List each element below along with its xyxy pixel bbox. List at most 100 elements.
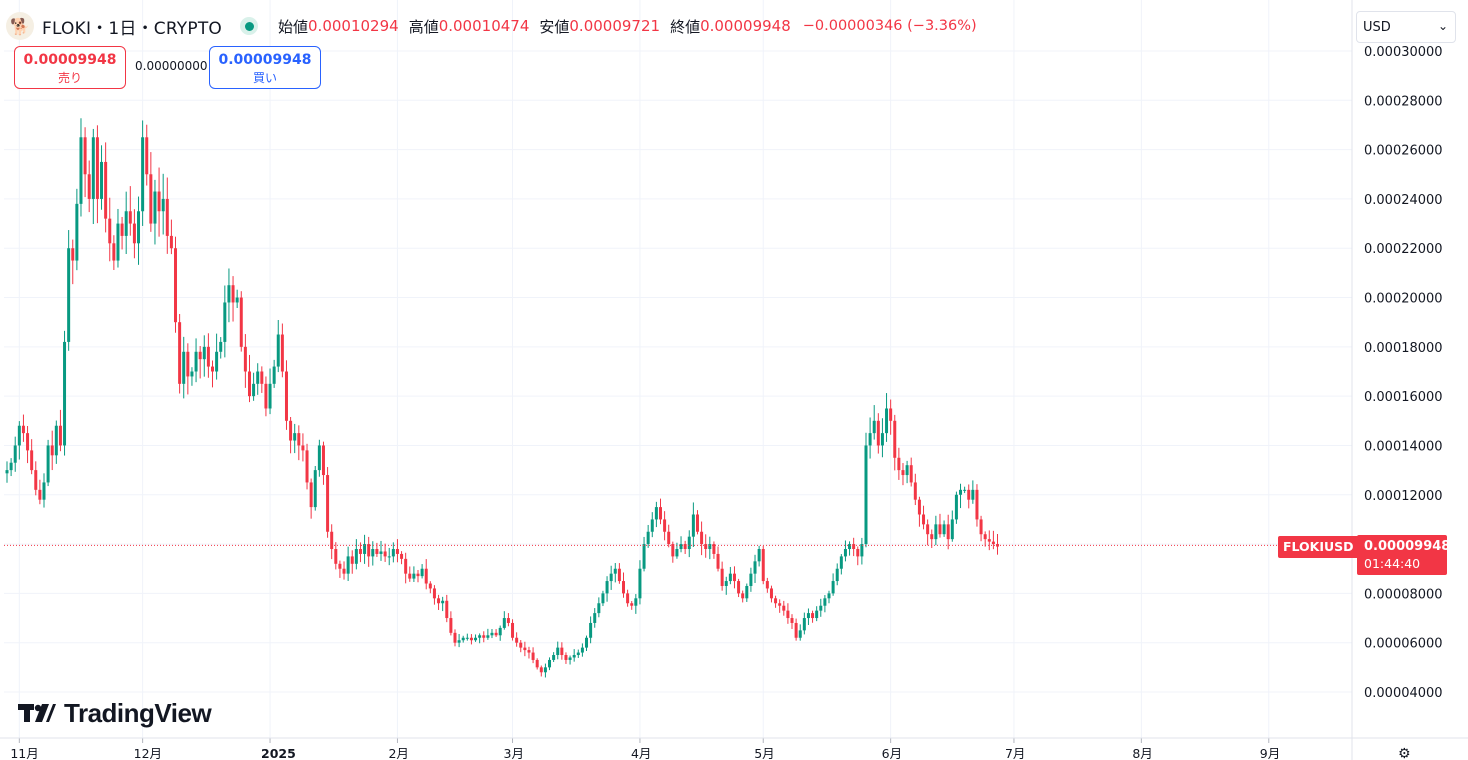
candle-body bbox=[9, 462, 13, 471]
candle-body bbox=[802, 618, 806, 631]
candle-body bbox=[437, 598, 441, 604]
candle-body bbox=[235, 297, 239, 303]
candle-body bbox=[852, 544, 856, 550]
candle-body bbox=[519, 642, 523, 648]
candle-body bbox=[482, 635, 486, 638]
bar-countdown: 01:44:40 bbox=[1364, 556, 1421, 571]
candle-body bbox=[741, 593, 745, 599]
candle-body bbox=[363, 544, 367, 554]
candle-body bbox=[408, 573, 412, 579]
candle-body bbox=[642, 544, 646, 569]
candle-body bbox=[137, 211, 141, 244]
high-label: 高値 bbox=[408, 17, 439, 36]
x-tick-label: 8月 bbox=[1132, 746, 1152, 760]
candle-body bbox=[638, 568, 642, 599]
candle-body bbox=[946, 524, 950, 540]
candle-body bbox=[157, 191, 161, 212]
candle-body bbox=[712, 544, 716, 554]
symbol-title[interactable]: FLOKI・1日・CRYPTO bbox=[42, 18, 222, 39]
candle-body bbox=[272, 366, 276, 384]
candle-body bbox=[432, 588, 436, 599]
candle-body bbox=[498, 627, 502, 636]
candle-body bbox=[67, 248, 71, 342]
floki-logo-icon[interactable]: 🐕 bbox=[6, 12, 34, 40]
candle-body bbox=[963, 489, 967, 491]
candle-body bbox=[556, 647, 560, 656]
candle-body bbox=[453, 632, 457, 643]
low-value: 0.00009721 bbox=[569, 17, 661, 35]
candle-body bbox=[231, 285, 235, 303]
candle-body bbox=[211, 366, 214, 372]
close-value: 0.00009948 bbox=[700, 17, 791, 35]
buy-label: 買い bbox=[252, 71, 277, 85]
candle-body bbox=[934, 524, 938, 540]
candle-body bbox=[293, 433, 297, 441]
candle-body bbox=[375, 549, 379, 554]
candle-body bbox=[252, 383, 256, 397]
candle-body bbox=[560, 647, 564, 656]
candle-body bbox=[449, 618, 453, 633]
candle-body bbox=[461, 637, 465, 641]
gear-icon[interactable]: ⚙ bbox=[1398, 746, 1411, 760]
candle-body bbox=[174, 248, 178, 323]
candle-body bbox=[198, 351, 202, 360]
candle-body bbox=[658, 507, 662, 520]
candle-body bbox=[876, 420, 880, 446]
candle-body bbox=[91, 137, 95, 199]
candle-body bbox=[975, 489, 979, 520]
candle-body bbox=[815, 610, 819, 619]
candle-body bbox=[165, 198, 169, 236]
candle-body bbox=[552, 655, 556, 660]
candle-body bbox=[428, 583, 432, 589]
buy-button[interactable]: 0.00009948 買い bbox=[209, 46, 321, 89]
candle-body bbox=[474, 637, 478, 641]
y-tick-label: 0.00018000 bbox=[1364, 341, 1443, 356]
candle-body bbox=[395, 549, 399, 554]
candle-body bbox=[950, 519, 954, 540]
candle-body bbox=[757, 549, 761, 562]
candle-body bbox=[100, 161, 104, 199]
candle-body bbox=[424, 568, 428, 584]
candle-body bbox=[371, 549, 375, 557]
chevron-down-icon: ⌄ bbox=[1437, 19, 1448, 33]
buy-price: 0.00009948 bbox=[218, 52, 312, 68]
candle-body bbox=[276, 334, 280, 367]
market-open-dot-icon bbox=[240, 17, 258, 35]
candle-body bbox=[289, 420, 293, 441]
candle-body bbox=[190, 371, 194, 377]
candle-body bbox=[761, 549, 765, 582]
low-label: 安値 bbox=[539, 17, 570, 36]
candle-body bbox=[120, 223, 124, 236]
candle-body bbox=[782, 605, 786, 611]
candle-body bbox=[112, 243, 116, 261]
candle-body bbox=[367, 544, 371, 557]
candle-body bbox=[765, 581, 769, 589]
candle-body bbox=[494, 632, 498, 636]
candle-body bbox=[531, 652, 535, 660]
candle-body bbox=[548, 659, 552, 668]
candle-body bbox=[50, 445, 54, 456]
currency-select[interactable]: USD ⌄ bbox=[1356, 11, 1456, 43]
candle-body bbox=[745, 585, 749, 599]
tradingview-logo[interactable]: TradingView bbox=[18, 697, 212, 729]
change-value: −0.00000346 (−3.36%) bbox=[802, 18, 977, 34]
candle-body bbox=[691, 514, 695, 537]
candle-body bbox=[991, 541, 995, 545]
candle-body bbox=[942, 524, 946, 535]
candle-body bbox=[13, 445, 17, 463]
candle-body bbox=[905, 465, 909, 476]
candle-body bbox=[108, 218, 112, 244]
candle-body bbox=[597, 603, 601, 614]
sell-button[interactable]: 0.00009948 売り bbox=[14, 46, 126, 89]
candle-body bbox=[527, 650, 531, 653]
candle-body bbox=[798, 630, 802, 638]
candle-body bbox=[716, 553, 720, 569]
candle-body bbox=[515, 637, 519, 643]
y-tick-label: 0.00004000 bbox=[1364, 686, 1443, 701]
candle-body bbox=[247, 371, 251, 397]
candle-body bbox=[893, 420, 897, 458]
y-tick-label: 0.00028000 bbox=[1364, 94, 1443, 109]
candle-body bbox=[268, 383, 272, 409]
